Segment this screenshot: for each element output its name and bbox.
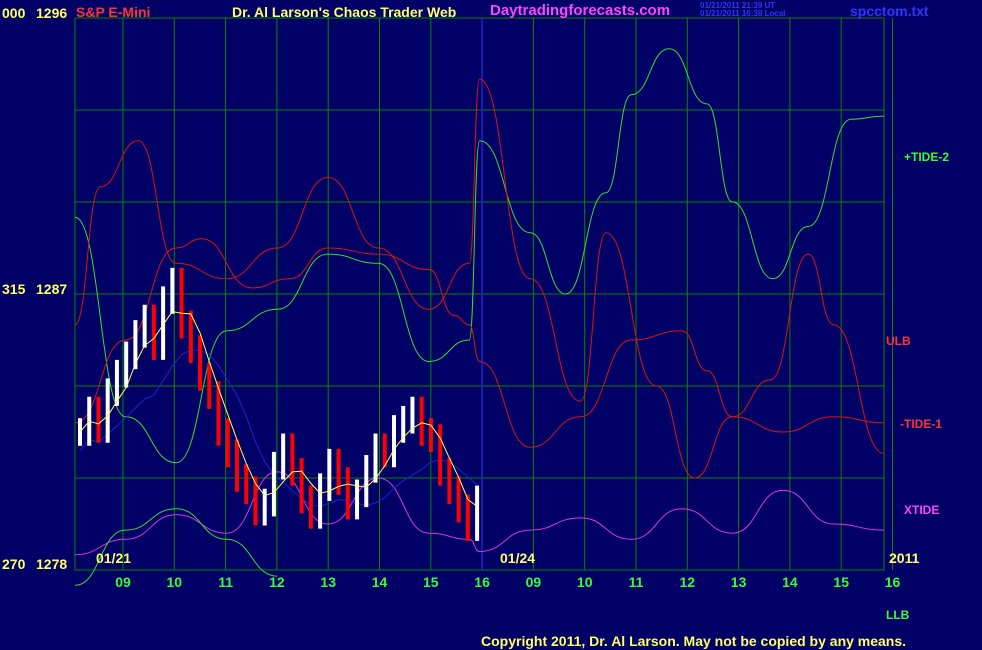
x-tick-label: 14 xyxy=(782,574,798,590)
x-tick-label: 13 xyxy=(731,574,747,590)
x-tick-label: 11 xyxy=(629,574,644,590)
series-line-llb xyxy=(74,508,278,586)
timestamp-local: 01/21/2011 16:38 Local xyxy=(700,9,786,18)
year-label: 2011 xyxy=(889,550,920,566)
series-label-llb: LLB xyxy=(886,608,910,622)
x-tick-label: 09 xyxy=(526,574,542,590)
x-tick-label: 14 xyxy=(372,574,388,590)
series-label-xtide: XTIDE xyxy=(904,503,940,517)
x-tick-label: 12 xyxy=(680,574,696,590)
price-bottom: 1278 xyxy=(36,556,68,572)
x-tick-label: 11 xyxy=(218,574,233,590)
series-line--tide-2 xyxy=(74,48,885,464)
x-tick-label: 10 xyxy=(577,574,593,590)
x-tick-label: 12 xyxy=(269,574,285,590)
fast-average-line xyxy=(79,311,478,507)
x-tick-label: 09 xyxy=(115,574,131,590)
price-mid: 1287 xyxy=(36,281,68,297)
series-line-xtide xyxy=(74,471,885,556)
x-tick-label: 10 xyxy=(167,574,183,590)
price-bars xyxy=(78,267,480,541)
left-code-mid: 315 xyxy=(2,281,26,297)
x-tick-label: 15 xyxy=(423,574,439,590)
x-tick-labels: 09 10 11 12 13 14 15 16 09 10 11 12 13 14 15 16 xyxy=(115,574,900,590)
series-lines xyxy=(74,48,885,586)
left-code-bottom: 270 xyxy=(2,556,26,572)
series-label-ulb: ULB xyxy=(886,334,911,348)
series-line-ulb xyxy=(74,238,885,448)
x-tick-label: 16 xyxy=(885,574,901,590)
x-tick-label: 16 xyxy=(474,574,490,590)
date-label-1: 01/21 xyxy=(96,550,132,566)
file-name: spcctom.txt xyxy=(850,3,929,19)
copyright-footer: Copyright 2011, Dr. Al Larson. May not b… xyxy=(481,633,907,649)
price-top: 1296 xyxy=(36,5,68,21)
left-code-top: 000 xyxy=(2,5,26,21)
date-label-2: 01/24 xyxy=(500,550,536,566)
series-label-tide2: +TIDE-2 xyxy=(904,150,950,164)
x-tick-label: 13 xyxy=(320,574,336,590)
x-tick-label: 15 xyxy=(833,574,849,590)
series-label-tide1: -TIDE-1 xyxy=(900,417,942,431)
timestamp-ut: 01/21/2011 21:39 UT xyxy=(700,1,776,10)
slow-average-line xyxy=(79,349,478,507)
site-name[interactable]: Daytradingforecasts.com xyxy=(490,2,671,19)
chart-title: Dr. Al Larson's Chaos Trader Web xyxy=(232,4,457,20)
symbol-title: S&P E-Mini xyxy=(76,4,151,20)
series-line--tide-1 xyxy=(74,78,885,479)
grid-lines xyxy=(74,17,893,571)
